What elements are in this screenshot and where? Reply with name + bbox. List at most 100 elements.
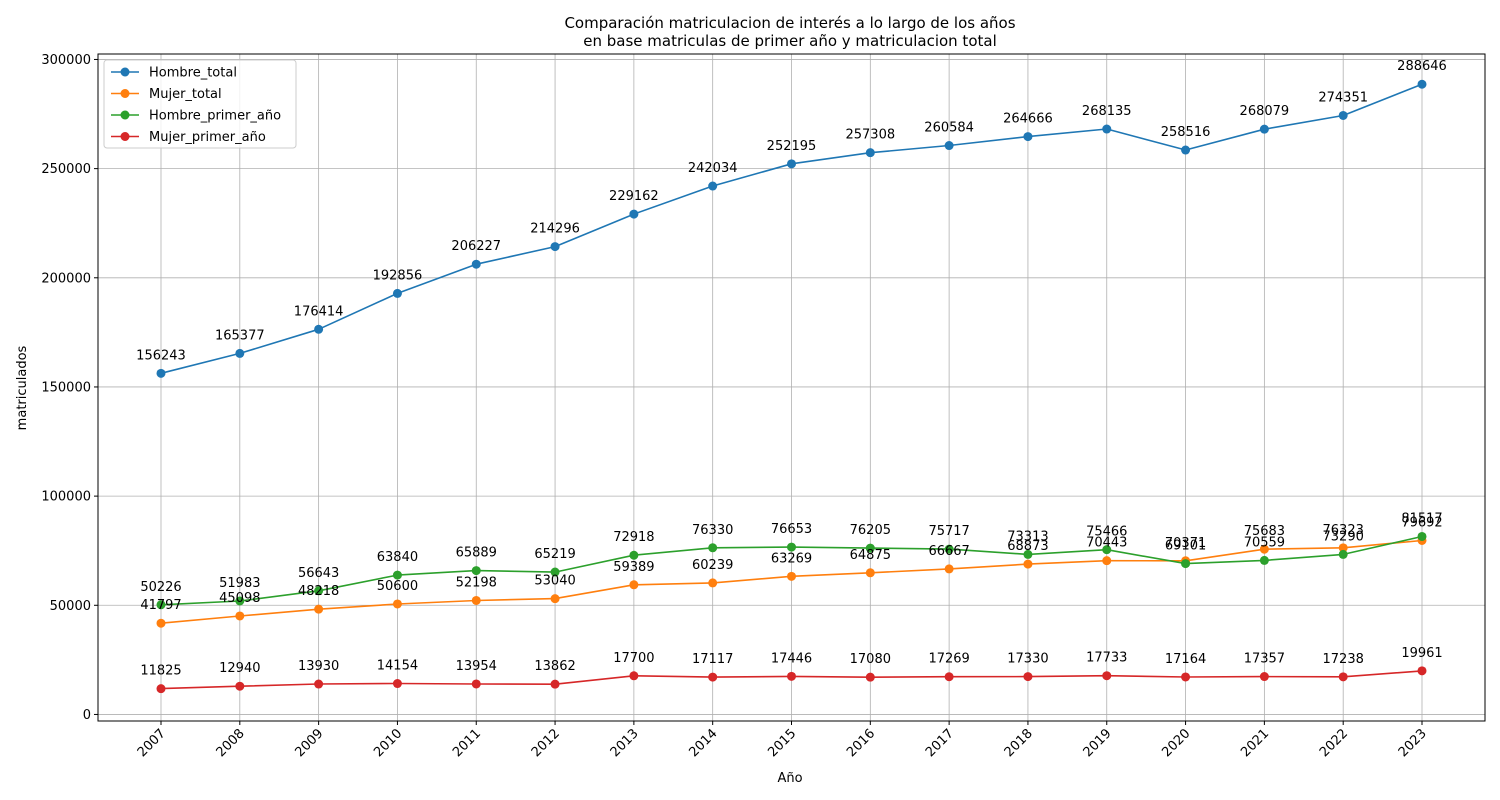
data-point: [629, 580, 639, 590]
legend-marker: [120, 132, 130, 141]
data-label: 65219: [534, 547, 575, 562]
data-label: 13954: [456, 659, 497, 674]
data-label: 70371: [1165, 536, 1206, 551]
legend-label: Hombre_primer_año: [149, 109, 281, 124]
data-point: [629, 550, 639, 560]
data-label: 274351: [1318, 90, 1368, 105]
chart-title-line1: Comparación matriculacion de interés a l…: [564, 14, 1015, 32]
data-point: [1102, 124, 1112, 134]
legend-marker: [120, 110, 130, 120]
data-point: [550, 567, 560, 577]
x-tick-label: 2007: [135, 726, 169, 760]
data-label: 70559: [1244, 535, 1285, 550]
data-point: [156, 368, 166, 378]
y-axis-label: matriculados: [15, 345, 30, 430]
data-point: [629, 209, 639, 219]
data-point: [1338, 549, 1348, 559]
data-label: 60239: [692, 558, 733, 573]
data-label: 260584: [924, 121, 974, 136]
data-point: [392, 570, 402, 580]
data-label: 72918: [613, 530, 654, 545]
x-tick-label: 2022: [1317, 726, 1351, 760]
data-label: 51983: [219, 576, 260, 591]
data-label: 176414: [294, 304, 344, 319]
data-point: [787, 159, 796, 169]
y-tick-label: 300000: [41, 53, 91, 68]
data-point: [865, 543, 875, 553]
legend-item: Hombre_primer_año: [111, 109, 281, 124]
data-point: [156, 684, 166, 694]
legend-marker: [120, 89, 130, 98]
data-point: [235, 611, 245, 621]
x-tick-label: 2017: [923, 726, 957, 760]
y-tick-label: 100000: [41, 490, 91, 505]
data-label: 70443: [1086, 536, 1127, 551]
data-label: 17080: [850, 652, 891, 667]
data-label: 17117: [692, 652, 733, 667]
data-label: 52198: [456, 575, 497, 590]
data-point: [865, 672, 875, 682]
series-4: [156, 666, 1427, 694]
data-point: [471, 566, 481, 576]
data-point: [629, 671, 639, 681]
data-point: [1259, 544, 1269, 554]
data-label: 214296: [530, 222, 580, 237]
data-point: [471, 259, 481, 269]
data-point: [708, 543, 718, 553]
data-label: 56643: [298, 566, 339, 581]
data-label: 17164: [1165, 652, 1206, 667]
legend-label: Mujer_total: [149, 87, 222, 102]
data-label: 76653: [771, 522, 812, 537]
legend-marker: [120, 67, 130, 77]
data-point: [1338, 110, 1348, 120]
grid: [98, 54, 1485, 721]
y-tick-label: 0: [83, 708, 91, 723]
data-point: [1181, 145, 1191, 155]
data-label: 11825: [140, 664, 181, 679]
data-label: 19961: [1401, 646, 1442, 661]
data-point: [1102, 556, 1112, 566]
data-point: [1102, 671, 1112, 681]
data-label: 206227: [451, 239, 501, 254]
x-tick-label: 2021: [1238, 726, 1272, 760]
data-point: [1417, 666, 1427, 676]
data-point: [1259, 124, 1269, 134]
data-label: 65889: [456, 546, 497, 561]
data-label: 76330: [692, 523, 733, 538]
data-point: [787, 542, 796, 552]
data-point: [550, 242, 560, 252]
data-point: [235, 348, 245, 358]
data-label: 63269: [771, 551, 812, 566]
data-point: [156, 600, 166, 610]
data-label: 12940: [219, 661, 260, 676]
data-label: 257308: [845, 128, 895, 143]
data-point: [392, 599, 402, 609]
data-label: 17357: [1244, 652, 1285, 667]
data-label: 45098: [219, 591, 260, 606]
data-point: [944, 544, 954, 554]
x-tick-label: 2011: [450, 726, 484, 760]
data-label: 13930: [298, 659, 339, 674]
data-point: [156, 618, 166, 628]
x-tick-label: 2015: [765, 726, 799, 760]
data-point: [314, 679, 324, 689]
axis-ticks: 2007 2008 2009 2010 2011 2012 2013 2014 2015 2016…: [41, 53, 1429, 760]
y-tick-label: 150000: [41, 380, 91, 395]
y-tick-label: 250000: [41, 162, 91, 177]
x-tick-label: 2012: [529, 726, 563, 760]
x-tick-label: 2019: [1081, 726, 1115, 760]
data-point: [1417, 79, 1427, 89]
series: [156, 79, 1427, 694]
data-point: [787, 571, 796, 581]
data-label: 258516: [1161, 125, 1211, 140]
data-label: 17238: [1323, 652, 1364, 667]
legend-box: [103, 59, 297, 149]
x-tick-label: 2008: [214, 726, 248, 760]
data-point: [392, 679, 402, 689]
data-point: [944, 672, 954, 682]
data-label: 50600: [377, 579, 418, 594]
data-point: [1023, 549, 1033, 559]
x-tick-label: 2016: [844, 726, 878, 760]
data-point: [1338, 543, 1348, 553]
